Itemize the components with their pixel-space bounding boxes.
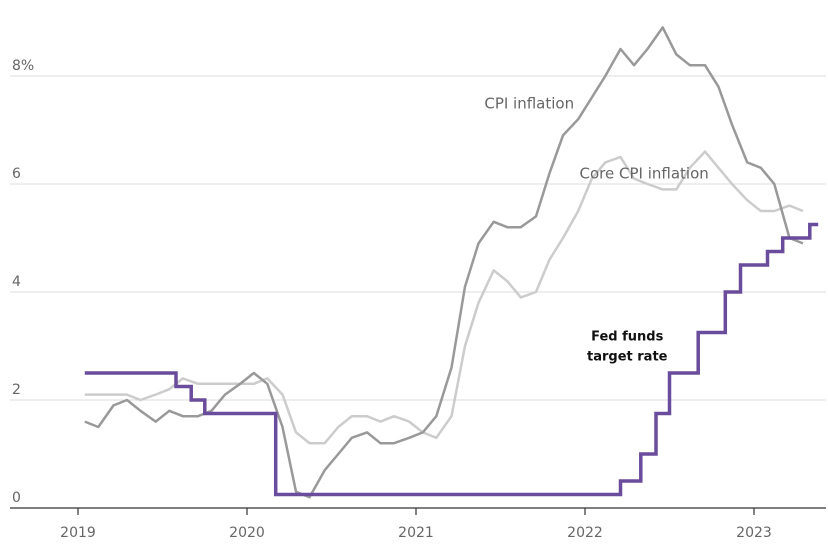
y-tick-label: 4 [12,274,21,290]
y-tick-label: 0 [12,490,21,506]
x-tick-label: 2023 [736,525,772,541]
y-tick-label: 2 [12,382,21,398]
y-tick-label: 6 [12,166,21,182]
x-tick-label: 2021 [398,525,434,541]
fed-funds-label-line: target rate [587,350,668,365]
x-tick-label: 2022 [567,525,603,541]
tick-labels: 0 2 4 6 8% 2019 2020 2021 2022 2023 [12,58,772,541]
core-cpi-inflation-line [84,150,804,445]
cpi-inflation-label: CPI inflation [484,94,574,112]
gridlines [10,75,826,401]
fed-funds-label: Fed funds target rate [587,330,668,365]
core-cpi-inflation-label: Core CPI inflation [580,165,709,183]
x-tick-label: 2020 [229,525,265,541]
series-lines [84,26,819,499]
fed-funds-label-line: Fed funds [591,330,663,345]
series-annotations: CPI inflation Core CPI inflation Fed funds… [484,94,708,364]
fed-funds-target-rate-line [84,222,819,497]
x-axis [10,507,826,515]
y-tick-label: 8% [12,58,34,74]
x-tick-label: 2019 [60,525,96,541]
